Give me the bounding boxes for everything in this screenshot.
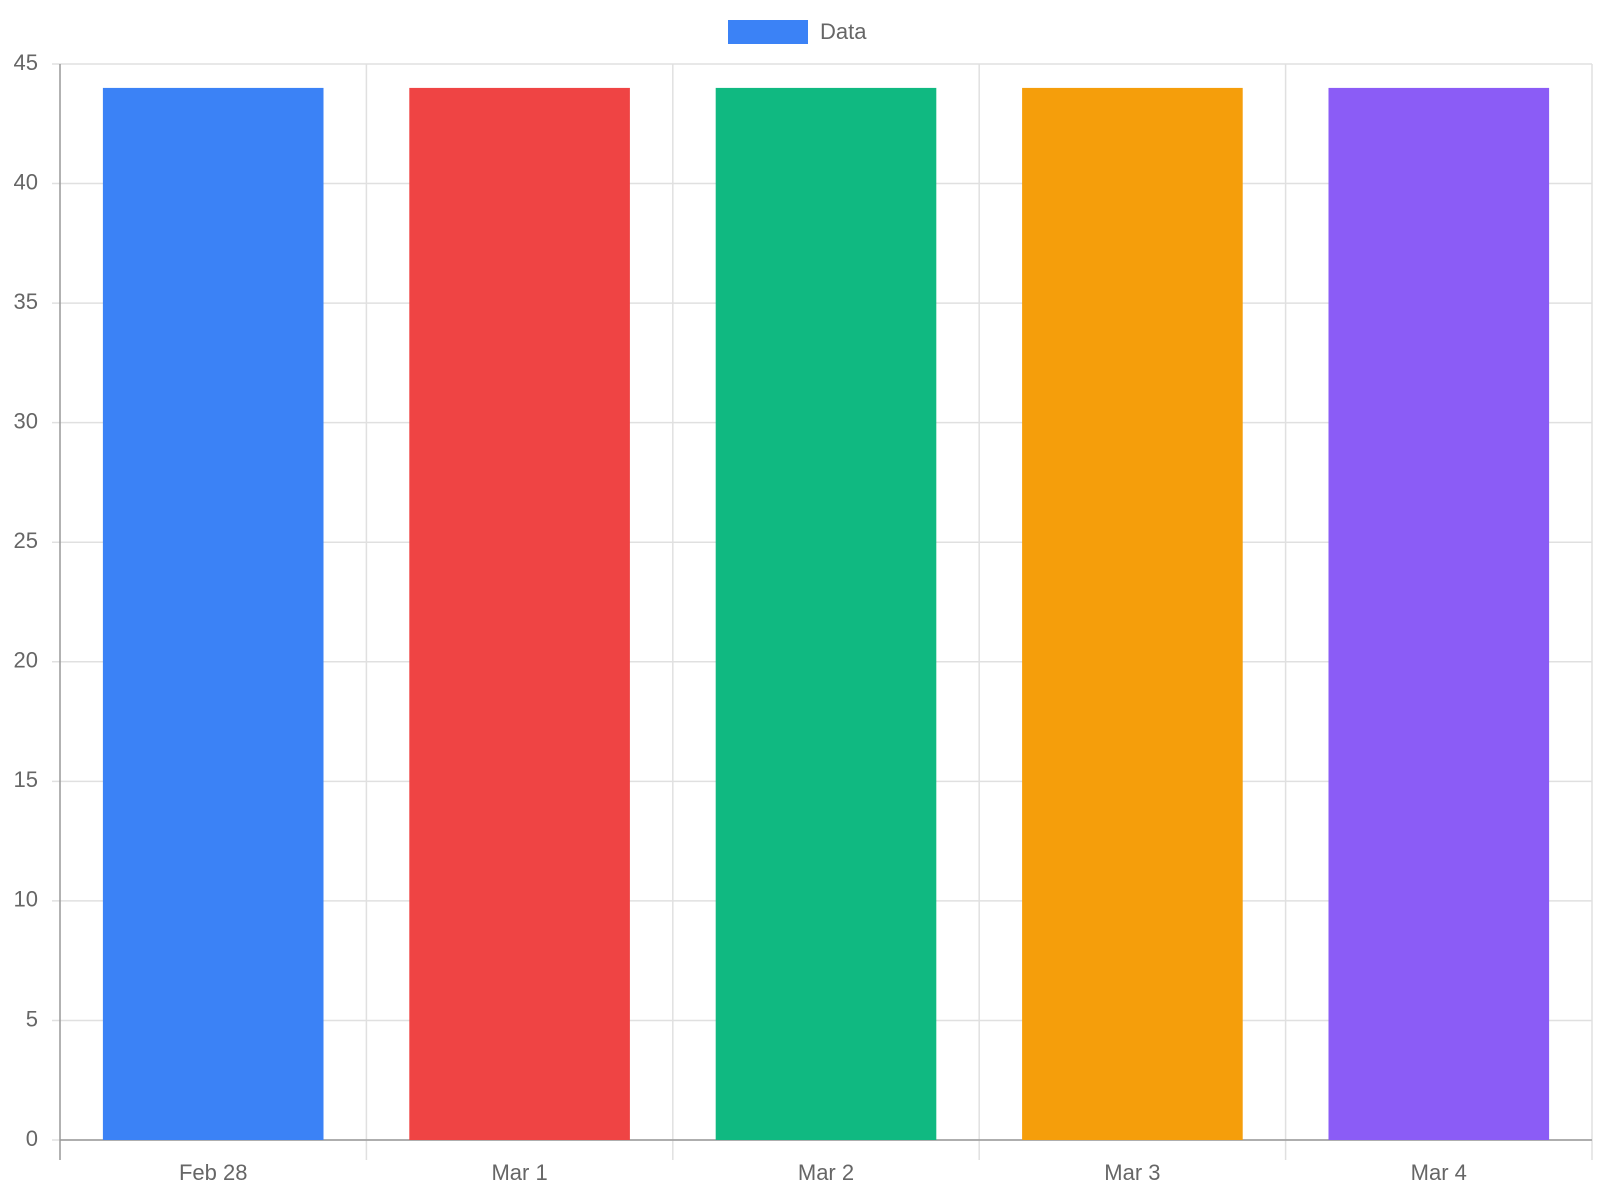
bar [409, 87, 630, 1140]
y-tick-label: 0 [26, 1126, 38, 1151]
bar [1328, 87, 1550, 1140]
y-tick-label: 20 [14, 648, 38, 673]
legend-label: Data [820, 19, 867, 44]
y-tick-label: 35 [14, 289, 38, 314]
x-tick-label: Mar 2 [798, 1160, 854, 1185]
y-tick-label: 10 [14, 887, 38, 912]
bar [102, 87, 324, 1140]
x-tick-label: Mar 4 [1411, 1160, 1467, 1185]
x-tick-label: Mar 1 [491, 1160, 547, 1185]
y-tick-label: 40 [14, 169, 38, 194]
y-tick-label: 30 [14, 408, 38, 433]
bar [715, 87, 937, 1140]
x-tick-label: Feb 28 [179, 1160, 248, 1185]
y-tick-label: 25 [14, 528, 38, 553]
y-tick-label: 45 [14, 50, 38, 75]
y-tick-label: 5 [26, 1006, 38, 1031]
y-tick-label: 15 [14, 767, 38, 792]
legend-swatch [728, 20, 808, 44]
bar [1022, 87, 1243, 1140]
x-tick-label: Mar 3 [1104, 1160, 1160, 1185]
